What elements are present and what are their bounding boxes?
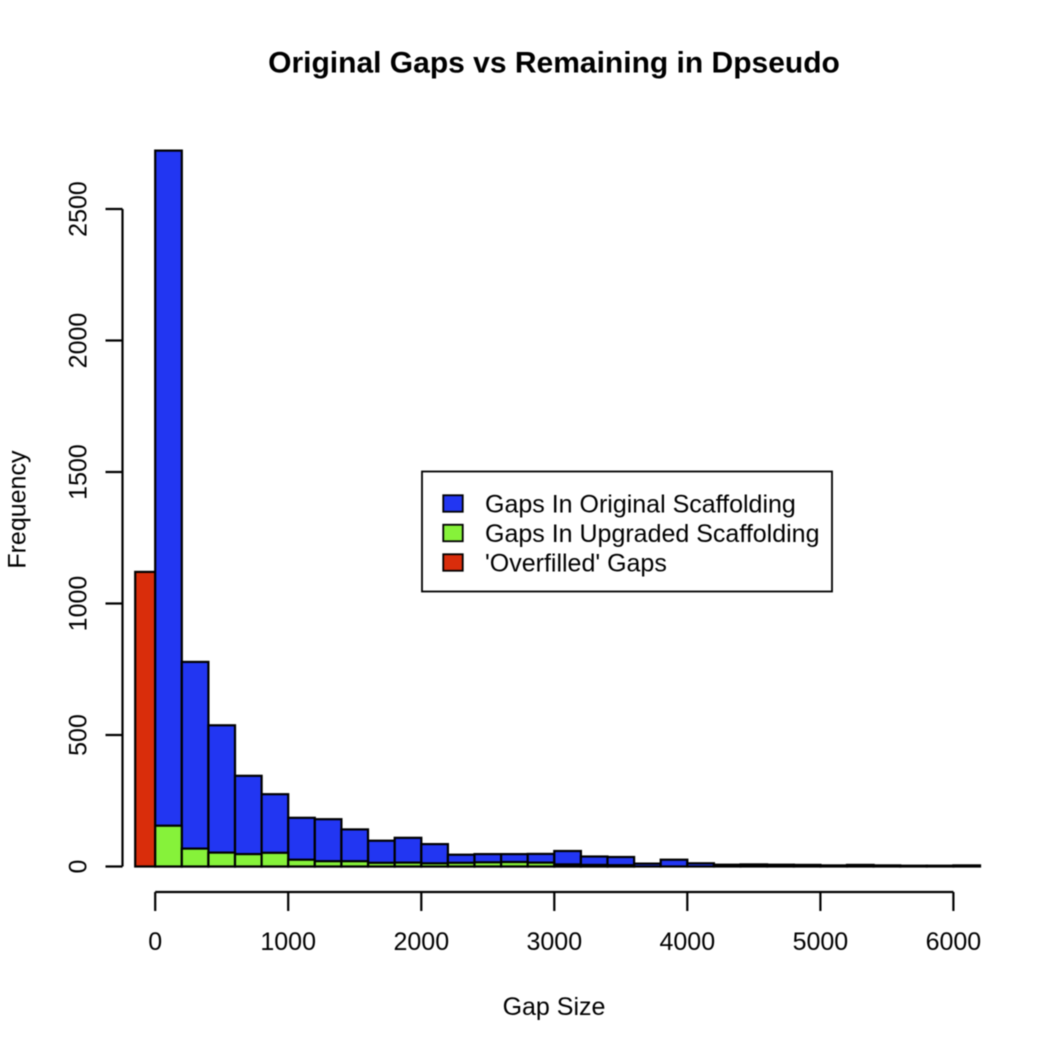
svg-text:1000: 1000 bbox=[65, 576, 93, 632]
svg-text:4000: 4000 bbox=[659, 928, 715, 956]
svg-text:Gaps In Original Scaffolding: Gaps In Original Scaffolding bbox=[485, 490, 796, 518]
svg-text:0: 0 bbox=[148, 928, 162, 956]
svg-text:6000: 6000 bbox=[926, 928, 982, 956]
svg-text:1500: 1500 bbox=[65, 444, 93, 500]
svg-text:1000: 1000 bbox=[260, 928, 316, 956]
svg-text:'Overfilled' Gaps: 'Overfilled' Gaps bbox=[485, 549, 667, 577]
svg-text:2000: 2000 bbox=[65, 313, 93, 369]
svg-text:3000: 3000 bbox=[526, 928, 582, 956]
svg-text:5000: 5000 bbox=[793, 928, 849, 956]
svg-text:Gaps In Upgraded Scaffolding: Gaps In Upgraded Scaffolding bbox=[485, 520, 820, 548]
svg-text:Frequency: Frequency bbox=[4, 450, 32, 569]
svg-text:2000: 2000 bbox=[393, 928, 449, 956]
svg-text:0: 0 bbox=[65, 860, 93, 874]
svg-text:2500: 2500 bbox=[65, 181, 93, 237]
svg-text:Original Gaps vs Remaining in: Original Gaps vs Remaining in Dpseudo bbox=[268, 47, 840, 80]
svg-text:Gap Size: Gap Size bbox=[503, 993, 606, 1021]
svg-text:500: 500 bbox=[65, 714, 93, 756]
